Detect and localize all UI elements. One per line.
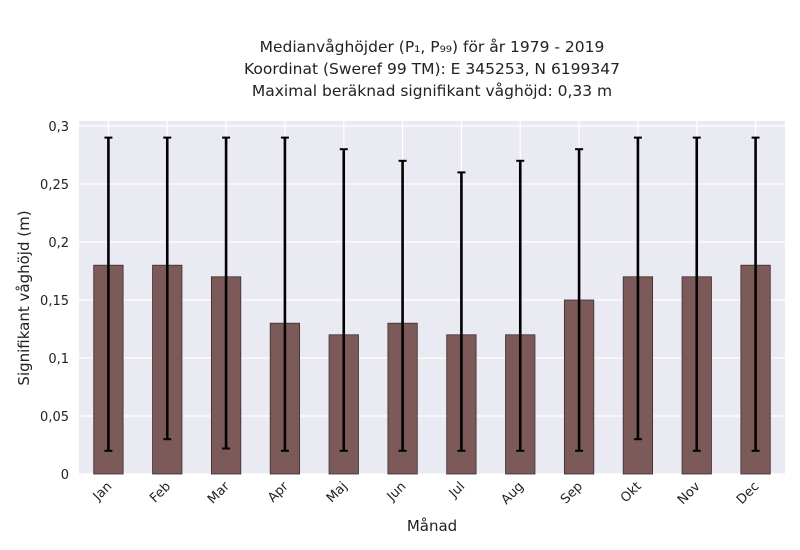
error-bar-okt [633, 136, 642, 441]
error-bar-feb [163, 136, 172, 441]
y-tick-label: 0,2 [48, 236, 69, 251]
plot-area [79, 121, 785, 474]
y-tick-label: 0,15 [40, 294, 69, 309]
error-bar-dec [751, 136, 760, 452]
chart-title-line-2: Koordinat (Sweref 99 TM): E 345253, N 61… [244, 60, 620, 78]
error-bar-jul [457, 171, 466, 452]
x-tick-label: Okt [618, 479, 645, 506]
error-bar-nov [692, 136, 701, 452]
error-bar-sep [575, 148, 584, 452]
chart-title-line-3: Maximal beräknad signifikant våghöjd: 0,… [252, 82, 612, 100]
y-tick-label: 0,05 [40, 410, 69, 425]
y-axis-label: Signifikant våghöjd (m) [15, 210, 33, 385]
x-tick-label: Apr [265, 479, 292, 506]
error-bar-mar [222, 136, 231, 450]
x-tick-label: Feb [147, 479, 174, 506]
x-tick-label: Mar [205, 479, 233, 507]
x-tick-label: Maj [324, 479, 351, 506]
error-bar-apr [280, 136, 289, 452]
y-tick-labels: 0 0,05 0,1 0,15 0,2 0,25 0,3 [40, 120, 69, 483]
x-axis-label: Månad [407, 517, 457, 535]
x-tick-label: Nov [675, 479, 704, 508]
x-tick-labels: Jan Feb Mar Apr Maj Jun Jul Aug Sep Okt Nov Dec [90, 479, 763, 508]
error-bar-maj [339, 148, 348, 452]
x-tick-label: Aug [499, 479, 528, 508]
error-bars [104, 136, 760, 452]
y-tick-label: 0,25 [40, 178, 69, 193]
x-tick-label: Jul [446, 479, 468, 501]
x-tick-label: Sep [558, 479, 586, 507]
y-tick-label: 0 [61, 468, 69, 483]
chart-title-line-1: Medianvåghöjder (P₁, P₉₉) för år 1979 - … [260, 38, 605, 56]
chart-title: Medianvåghöjder (P₁, P₉₉) för år 1979 - … [244, 38, 620, 100]
x-tick-label: Dec [734, 479, 762, 507]
error-bar-jan [104, 136, 113, 452]
x-tick-label: Jun [384, 479, 410, 505]
error-bar-jun [398, 159, 407, 452]
y-tick-label: 0,3 [48, 120, 69, 135]
y-tick-label: 0,1 [48, 352, 69, 367]
x-tick-label: Jan [90, 479, 115, 504]
error-bar-aug [516, 159, 525, 452]
